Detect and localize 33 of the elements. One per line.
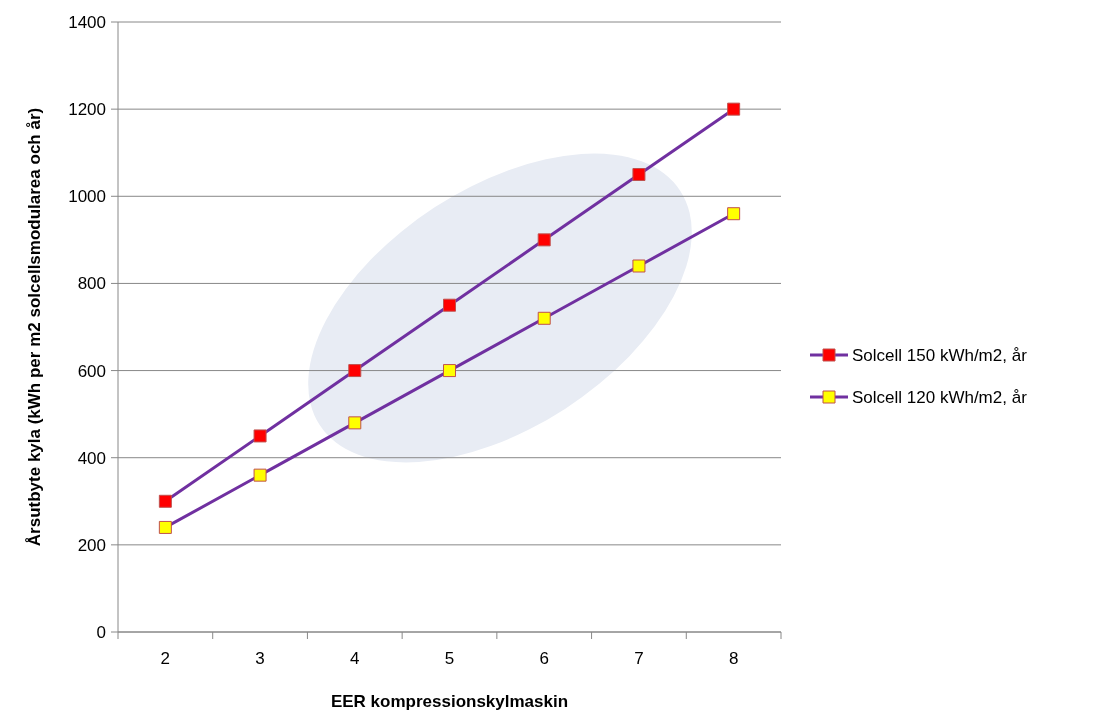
point [158, 520, 172, 534]
point [443, 364, 456, 378]
x-tick-label: 6 [539, 649, 549, 668]
y-tick-label: 1000 [68, 187, 106, 207]
point [632, 259, 646, 273]
legend-label: Solcell 120 kWh/m2, år [852, 387, 1028, 407]
x-tick-label: 8 [728, 649, 739, 668]
point [727, 207, 741, 221]
point [632, 168, 646, 181]
point [253, 468, 267, 482]
x-tick-label: 4 [350, 649, 360, 668]
point [348, 416, 362, 430]
point [443, 298, 456, 312]
x-tick-label: 2 [160, 649, 171, 668]
y-tick-label: 600 [77, 361, 106, 381]
y-tick-label: 1400 [68, 12, 106, 32]
y-tick-label: 0 [96, 622, 106, 642]
legend-label: Solcell 150 kWh/m2, år [852, 345, 1028, 365]
point [537, 233, 551, 247]
point [158, 494, 172, 508]
y-tick-label: 800 [77, 274, 106, 294]
x-tick-label: 5 [444, 649, 455, 668]
point [537, 311, 551, 325]
y-tick-label: 400 [77, 448, 106, 468]
x-tick-label: 7 [634, 649, 644, 668]
point [253, 429, 267, 443]
point [727, 102, 741, 116]
y-tick-label: 1200 [68, 100, 106, 120]
x-tick-label: 3 [255, 649, 265, 668]
y-axis-title: Årsutbyte kyla (kWh per m2 solcellsmodularea och år) [25, 107, 44, 547]
y-tick-label: 200 [77, 535, 106, 555]
x-axis-title: EER kompressionskylmaskin [330, 692, 569, 711]
point [348, 364, 362, 378]
